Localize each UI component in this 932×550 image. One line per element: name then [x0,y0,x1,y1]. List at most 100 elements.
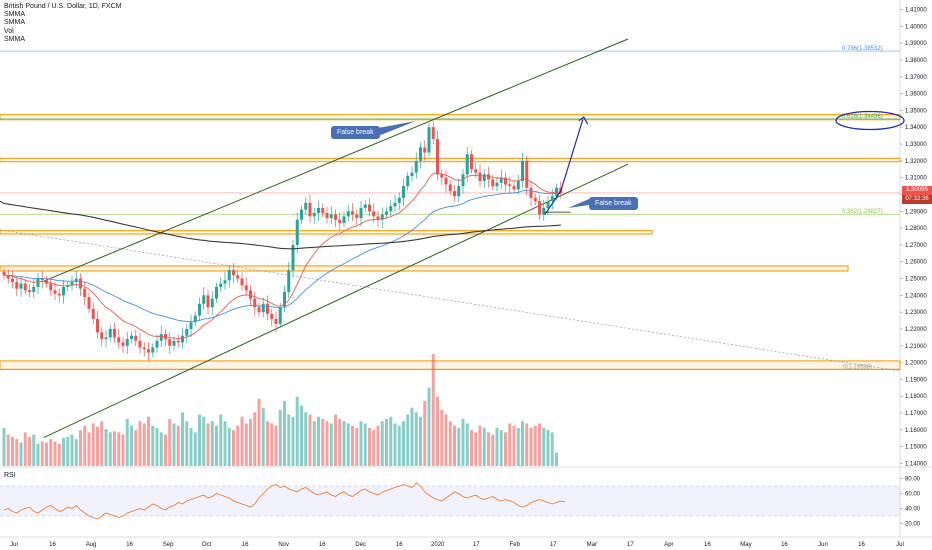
volume-bar [372,430,376,466]
candle-body [436,139,439,175]
y-tick-label: 1.28000 [905,226,927,232]
candle-body [444,177,448,185]
volume-bar [134,430,138,466]
candle-body [96,318,99,333]
candle-body [317,207,320,213]
false-break-callout-2[interactable]: False break [589,197,638,210]
candle-body [227,270,231,281]
volume-bar [414,412,418,466]
volume-bar [295,396,299,466]
volume-bar [6,434,10,466]
volume-bar [380,421,384,466]
sr-zone [0,265,849,272]
volume-bar [329,423,333,466]
candle-body [232,270,235,276]
volume-bar [104,429,108,466]
volume-bar [270,423,274,466]
candle-body [342,216,346,224]
volume-bar [291,416,295,466]
indicator-smma-3[interactable]: SMMA [4,35,25,43]
fib-level-label: 0.786(1.38532) [842,46,883,52]
y-tick-label: 1.35000 [905,108,927,114]
candle-body [176,340,180,343]
candle-body [202,295,206,304]
volume-bar [431,354,435,466]
volume-bar [130,425,133,466]
x-tick-label: 17 [550,542,557,548]
callout-pointer-2 [568,199,589,208]
candle-body [11,278,14,282]
candle-body [338,219,342,224]
candle-body [376,216,380,220]
candle-body [414,160,418,173]
volume-bar [278,410,282,466]
x-tick-label: Aug [86,542,97,548]
volume-bar [45,442,48,466]
candle-body [49,283,53,291]
volume-bar [550,432,554,466]
rsi-tick-label: 80.00 [905,477,921,483]
volume-bar [304,412,308,466]
rsi-tick-label: 60.00 [905,492,921,498]
callout-pointer-1 [378,121,416,136]
candle-body [482,174,486,182]
volume-bar [113,431,116,466]
volume-bar [23,432,27,466]
volume-bar [261,407,265,466]
y-tick-label: 1.26000 [905,260,927,266]
false-break-callout-1[interactable]: False break [331,126,380,139]
indicator-smma-2[interactable]: SMMA [4,19,25,27]
candle-body [108,328,112,338]
x-tick-label: 16 [49,542,56,548]
volume-bar [546,430,550,466]
sr-zone [0,230,653,235]
rsi-tick-label: 40.00 [905,507,921,513]
volume-bar [389,416,393,466]
candle-body [516,181,520,190]
candle-body [550,196,554,202]
volume-bar [202,416,206,466]
indicator-smma-1[interactable]: SMMA [4,11,25,19]
candle-body [334,214,337,220]
y-tick-label: 1.41000 [905,8,927,14]
smma-mid-line [3,190,561,322]
candle-body [147,349,150,353]
candle-body [87,297,91,309]
rsi-pane-label[interactable]: RSI [4,472,16,479]
volume-bar [338,418,342,466]
candle-body [325,212,329,219]
fib-level-label: 0.382(1.28827) [842,209,883,215]
volume-bar [36,443,40,466]
y-tick-label: 1.36000 [905,92,927,98]
candle-body [512,186,516,190]
volume-bar [499,430,503,466]
candle-body [419,147,422,161]
candle-body [138,340,142,348]
candle-body [53,290,57,294]
volume-bar [419,416,422,466]
rsi-band [0,486,900,516]
volume-bar [283,401,286,466]
candle-body [359,207,363,219]
candle-body [393,202,397,207]
chart-legend: British Pound / U.S. Dollar, 1D, FXCM SM… [4,3,121,44]
volume-bar [393,423,397,466]
candle-body [270,313,274,319]
x-tick-label: 16 [704,542,711,548]
volume-bar [257,398,261,466]
volume-bar [142,423,146,466]
candle-body [28,290,31,292]
volume-bar [121,434,125,466]
x-tick-label: 17 [627,542,634,548]
volume-bar [346,423,350,466]
volume-bar [193,432,197,466]
volume-bar [176,425,180,466]
candle-body [542,207,546,215]
candle-body [62,286,65,296]
candle-body [533,197,537,202]
candle-body [223,280,227,284]
smma-fast-line [3,172,561,340]
sr-zone [0,114,901,121]
indicator-volume[interactable]: Vol [4,27,14,35]
